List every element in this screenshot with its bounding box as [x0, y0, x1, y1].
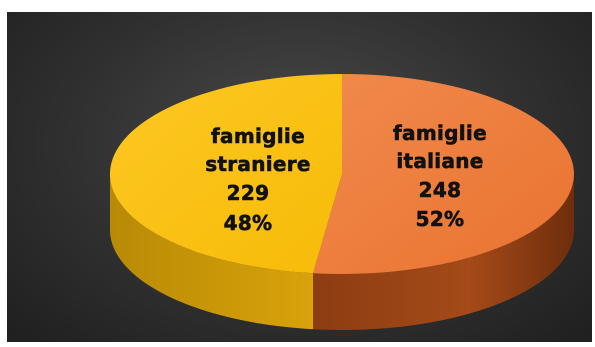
- slice-straniere: [109, 74, 342, 274]
- label-italiane-line1: famiglie: [393, 121, 487, 145]
- label-italiane-line2: italiane: [396, 149, 483, 173]
- label-straniere-line1: famiglie: [211, 124, 305, 148]
- slice-italiane-side: [313, 174, 574, 330]
- pie-sides: [110, 174, 574, 330]
- label-italiane-value: 248: [419, 178, 462, 202]
- label-straniere-percent: 48%: [224, 211, 273, 235]
- pie-tops: [109, 74, 574, 275]
- slice-italiane: [313, 74, 574, 275]
- label-straniere-line2: straniere: [205, 152, 311, 176]
- pie-labels: famiglie italiane 248 52% famiglie stran…: [205, 121, 487, 236]
- label-italiane-percent: 52%: [416, 207, 465, 231]
- slice-straniere-side: [110, 174, 314, 330]
- label-straniere-value: 229: [227, 181, 270, 205]
